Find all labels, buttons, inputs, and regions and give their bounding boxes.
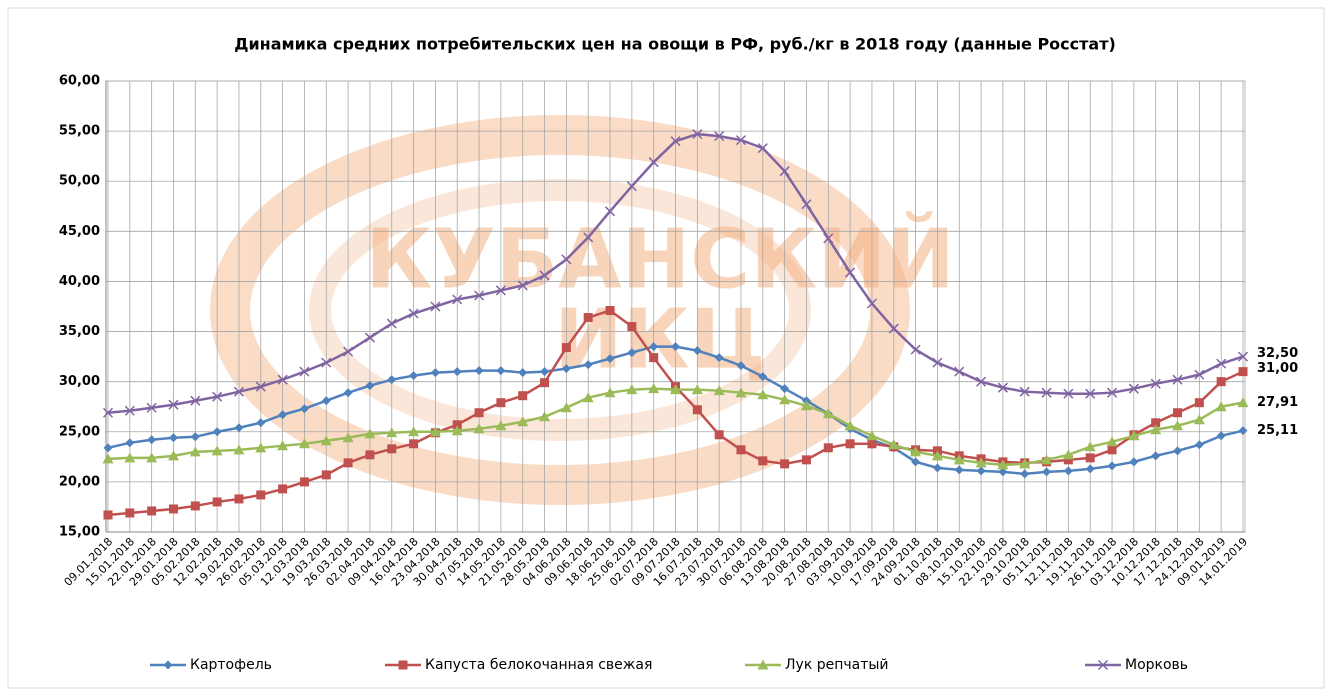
marker [584, 313, 593, 322]
marker [104, 510, 113, 519]
marker [322, 470, 331, 479]
marker [1195, 398, 1204, 407]
y-tick-label: 15,00 [59, 525, 100, 540]
chart: КУБАНСКИЙ ИКЦ Динамика средних потребите… [0, 0, 1327, 690]
y-tick-label: 45,00 [59, 224, 100, 239]
marker [125, 508, 134, 517]
y-tick-label: 35,00 [59, 324, 100, 339]
marker [344, 458, 353, 467]
marker [399, 661, 408, 670]
y-tick-label: 50,00 [59, 174, 100, 189]
y-tick-label: 40,00 [59, 274, 100, 289]
watermark-text: ИКЦ [554, 292, 766, 387]
legend-label: Картофель [190, 657, 272, 673]
marker [234, 494, 243, 503]
legend-label: Лук репчатый [785, 657, 889, 673]
y-tick-label: 20,00 [59, 474, 100, 489]
marker [278, 484, 287, 493]
marker [147, 506, 156, 515]
marker [540, 378, 549, 387]
marker [300, 477, 309, 486]
marker [213, 497, 222, 506]
marker [1086, 453, 1095, 462]
marker [365, 450, 374, 459]
marker [1239, 367, 1248, 376]
marker [780, 459, 789, 468]
marker [562, 343, 571, 352]
marker [802, 455, 811, 464]
marker [846, 439, 855, 448]
marker [1108, 445, 1117, 454]
data-label: 25,11 [1257, 423, 1298, 438]
marker [867, 439, 876, 448]
marker [169, 504, 178, 513]
y-tick-label: 25,00 [59, 424, 100, 439]
marker [475, 408, 484, 417]
marker [758, 456, 767, 465]
marker [191, 501, 200, 510]
marker [606, 306, 615, 315]
marker [518, 391, 527, 400]
marker [693, 405, 702, 414]
marker [496, 398, 505, 407]
marker [387, 444, 396, 453]
marker [824, 443, 833, 452]
marker [256, 490, 265, 499]
marker [1173, 408, 1182, 417]
data-label: 32,50 [1257, 346, 1298, 361]
y-tick-label: 30,00 [59, 374, 100, 389]
marker [715, 430, 724, 439]
y-tick-label: 60,00 [59, 74, 100, 89]
legend-label: Морковь [1125, 657, 1188, 673]
legend-label: Капуста белокочанная свежая [425, 657, 652, 673]
chart-title: Динамика средних потребительских цен на … [234, 35, 1116, 54]
y-tick-label: 55,00 [59, 124, 100, 139]
data-label: 27,91 [1257, 395, 1298, 410]
data-label: 31,00 [1257, 361, 1298, 376]
marker [1217, 377, 1226, 386]
marker [627, 322, 636, 331]
marker [649, 353, 658, 362]
marker [409, 439, 418, 448]
marker [736, 445, 745, 454]
